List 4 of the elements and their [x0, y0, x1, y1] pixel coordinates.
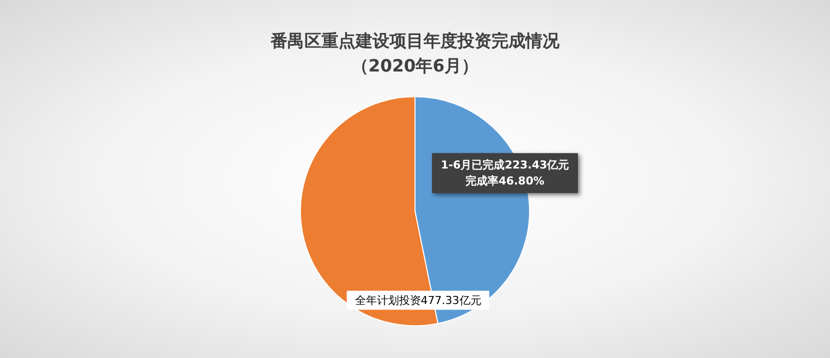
slice-label: 1-6月已完成223.43亿元完成率46.80%	[440, 158, 570, 188]
chart-subtitle: （2020年6月）	[351, 56, 479, 76]
slice-label: 全年计划投资477.33亿元	[354, 294, 482, 307]
chart-title: 番禺区重点建设项目年度投资完成情况	[270, 32, 560, 52]
